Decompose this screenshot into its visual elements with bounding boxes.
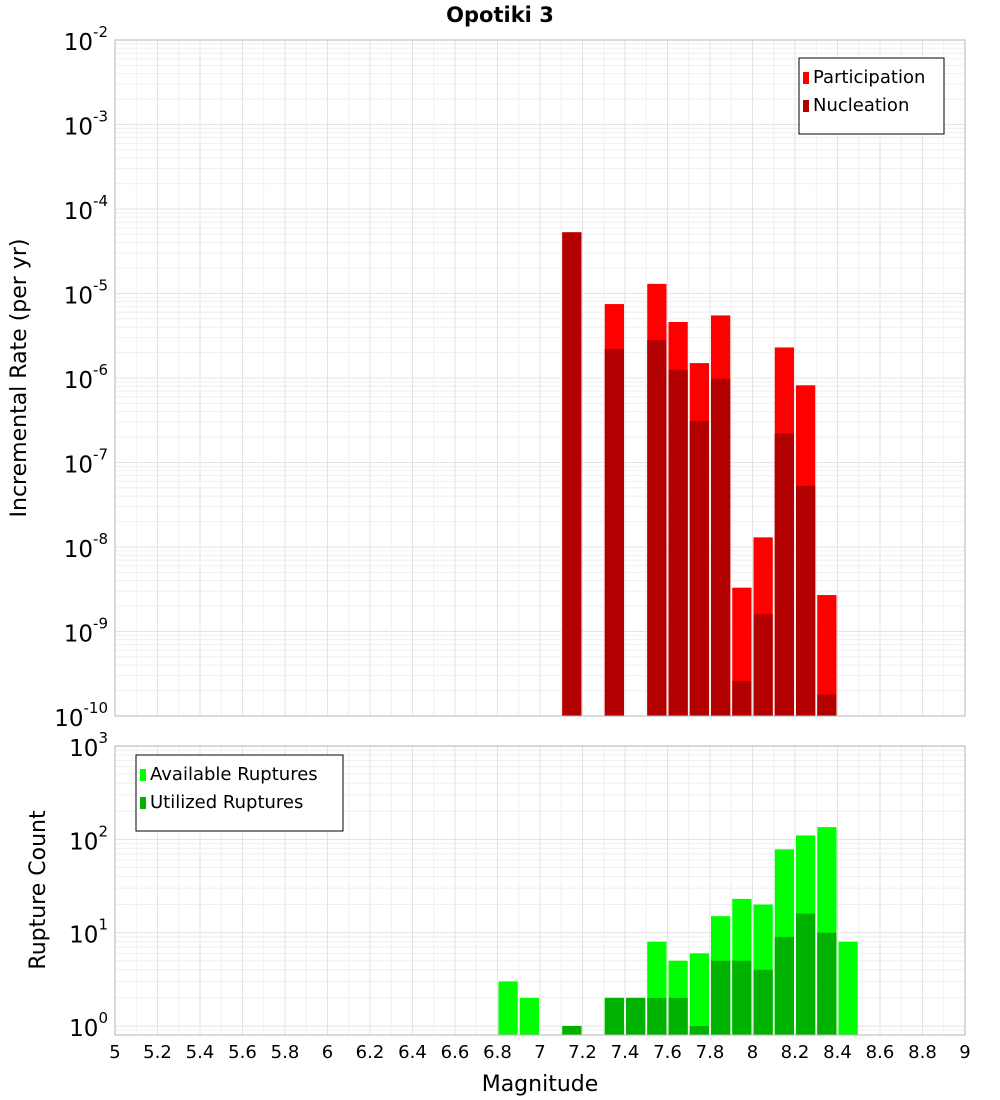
- bottom-bar-utilized-ruptures: [668, 997, 688, 1035]
- legend-swatch: [803, 100, 809, 112]
- top-bar-nucleation: [562, 232, 582, 716]
- top-bar-nucleation: [668, 369, 688, 716]
- top-grid: [114, 40, 966, 717]
- top-y-tick-labels: 10-2 10-3 10-4 10-5 10-6 10-7 10-8 10-9 10-10: [54, 23, 108, 732]
- y-tick-label: 10-7: [64, 446, 108, 479]
- y-tick-label: 101: [69, 916, 108, 949]
- bottom-bars: [498, 827, 858, 1035]
- bottom-bar-utilized-ruptures: [774, 936, 794, 1035]
- y-tick-label: 100: [69, 1009, 108, 1042]
- bottom-bar-utilized-ruptures: [626, 997, 646, 1035]
- y-tick-label: 10-5: [64, 277, 108, 310]
- bottom-bar-utilized-ruptures: [689, 1025, 709, 1035]
- x-tick-label: 6.2: [356, 1042, 385, 1063]
- x-tick-labels: 5 5.2 5.4 5.6 5.8 6 6.2 6.4 6.6 6.8 7 7.2 7.4 7.6 7.8 8…: [109, 1042, 970, 1063]
- y-tick-label: 10-8: [64, 530, 108, 563]
- bottom-bar-utilized-ruptures: [732, 960, 752, 1035]
- x-tick-label: 6.8: [483, 1042, 512, 1063]
- x-tick-label: 8.2: [781, 1042, 810, 1063]
- bottom-bar-utilized-ruptures: [796, 913, 816, 1035]
- legend-box: [135, 754, 344, 832]
- top-bar-nucleation: [817, 694, 837, 716]
- top-plot-frame: [114, 39, 966, 717]
- top-bar-participation: [817, 595, 837, 716]
- bottom-y-axis-label: Rupture Count: [26, 810, 51, 970]
- x-tick-label: 5.4: [186, 1042, 215, 1063]
- x-tick-label: 7: [534, 1042, 545, 1063]
- legend-swatch: [803, 72, 809, 84]
- bottom-bar-utilized-ruptures: [647, 997, 667, 1035]
- bottom-bar-utilized-ruptures: [562, 1025, 582, 1035]
- x-tick-label: 9: [959, 1042, 970, 1063]
- bottom-bar-utilized-ruptures: [711, 960, 731, 1035]
- bottom-bar-available-ruptures: [498, 981, 518, 1035]
- legend-label: Nucleation: [813, 95, 909, 116]
- x-tick-label: 6.4: [398, 1042, 427, 1063]
- y-tick-label: 103: [69, 729, 108, 762]
- x-axis-label: Magnitude: [482, 1072, 599, 1097]
- y-tick-label: 102: [69, 822, 108, 855]
- bottom-legend: Available Ruptures Utilized Ruptures: [135, 754, 344, 832]
- bottom-plot-frame: [114, 745, 966, 1036]
- y-tick-label: 10-2: [64, 23, 108, 56]
- top-bars: [562, 232, 837, 716]
- legend-swatch: [140, 769, 146, 781]
- x-tick-label: 7.4: [611, 1042, 640, 1063]
- x-tick-label: 8.4: [823, 1042, 852, 1063]
- top-bar-nucleation: [774, 433, 794, 716]
- x-tick-label: 8: [747, 1042, 758, 1063]
- y-tick-label: 10-6: [64, 361, 108, 394]
- x-tick-label: 7.8: [696, 1042, 725, 1063]
- top-bar-nucleation: [732, 680, 752, 716]
- legend-swatch: [140, 797, 146, 809]
- x-tick-label: 8.8: [908, 1042, 937, 1063]
- y-tick-label: 10-4: [64, 192, 108, 225]
- x-tick-label: 7.6: [653, 1042, 682, 1063]
- bottom-bar-utilized-ruptures: [817, 932, 837, 1035]
- bottom-bar-available-ruptures: [689, 953, 709, 1035]
- top-bar-nucleation: [711, 378, 731, 716]
- top-bar-nucleation: [647, 340, 667, 716]
- chart-title: Opotiki 3: [446, 3, 554, 27]
- x-tick-label: 5: [109, 1042, 120, 1063]
- x-tick-label: 6: [322, 1042, 333, 1063]
- bottom-bar-utilized-ruptures: [753, 969, 773, 1035]
- legend-box: [798, 57, 945, 135]
- x-tick-label: 7.2: [568, 1042, 597, 1063]
- top-bar-nucleation: [689, 420, 709, 716]
- top-bar-nucleation: [796, 485, 816, 716]
- x-tick-label: 5.6: [228, 1042, 257, 1063]
- y-tick-label: 10-10: [54, 699, 108, 732]
- legend-label: Participation: [813, 67, 925, 88]
- y-tick-label: 10-9: [64, 615, 108, 648]
- bottom-bar-utilized-ruptures: [604, 997, 624, 1035]
- x-tick-label: 5.2: [143, 1042, 172, 1063]
- y-tick-label: 10-3: [64, 108, 108, 141]
- bottom-bar-available-ruptures: [519, 997, 539, 1035]
- bottom-y-tick-labels: 103 102 101 100: [69, 729, 108, 1042]
- top-y-axis-label: Incremental Rate (per yr): [7, 239, 32, 518]
- x-tick-label: 8.6: [866, 1042, 895, 1063]
- bottom-bar-available-ruptures: [838, 941, 858, 1035]
- top-legend: Participation Nucleation: [798, 57, 945, 135]
- legend-label: Available Ruptures: [150, 764, 318, 785]
- x-tick-label: 5.8: [271, 1042, 300, 1063]
- x-tick-label: 6.6: [441, 1042, 470, 1063]
- top-bar-nucleation: [753, 614, 773, 716]
- top-bar-nucleation: [604, 349, 624, 716]
- legend-label: Utilized Ruptures: [150, 792, 303, 813]
